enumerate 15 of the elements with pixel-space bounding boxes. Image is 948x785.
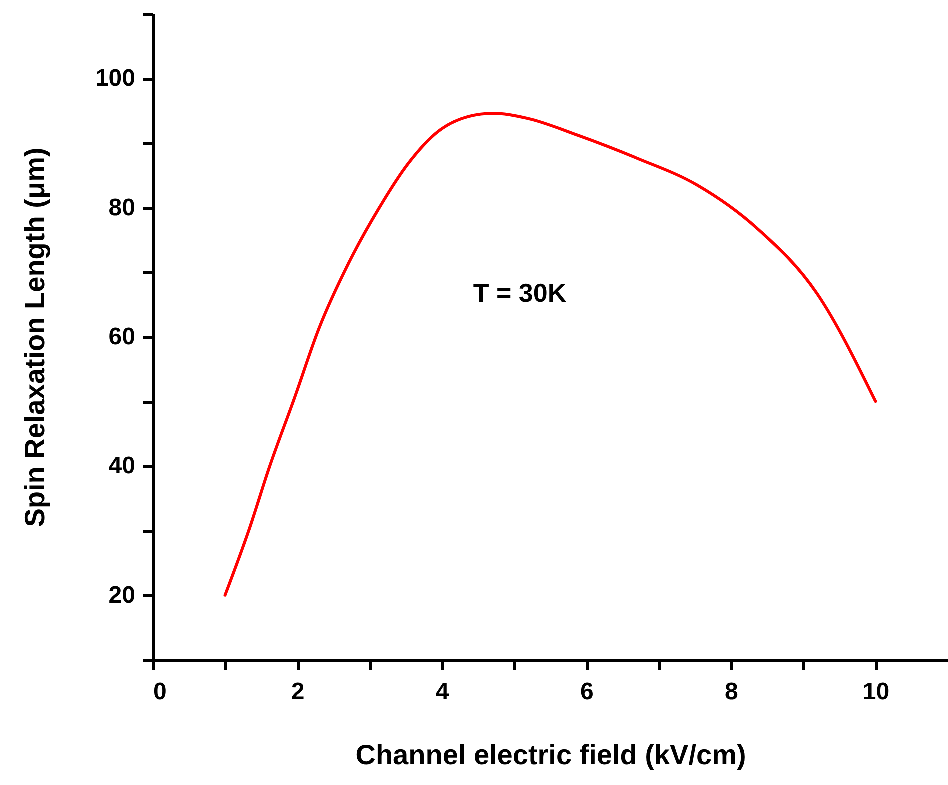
y-tick-label: 40 [108, 452, 136, 480]
line-series [224, 112, 878, 597]
x-axis-title: Channel electric field (kV/cm) [356, 740, 746, 770]
y-tick-label: 60 [108, 324, 136, 350]
x-tick-label: 4 [436, 678, 450, 706]
y-tick-label: 100 [95, 65, 136, 92]
y-axis-title: Spin Relaxation Length (μm) [19, 148, 50, 528]
x-tick-label: 8 [725, 678, 738, 706]
x-tick-label: 2 [291, 678, 305, 706]
x-tick-label: 6 [580, 678, 594, 706]
x-tick-label: 10 [862, 678, 890, 706]
y-tick-label: 20 [108, 582, 136, 609]
x-tick-label: 0 [154, 678, 167, 706]
y-tick-label: 80 [108, 194, 136, 222]
annotation: T = 30K [473, 278, 567, 308]
